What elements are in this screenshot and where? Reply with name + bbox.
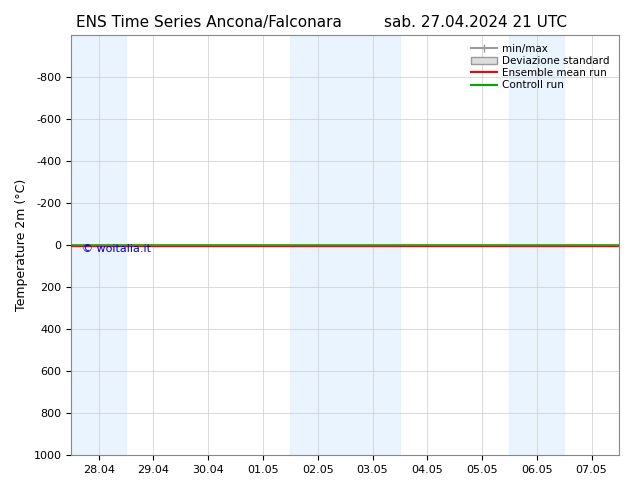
Bar <box>290 35 400 455</box>
Text: ENS Time Series Ancona/Falconara: ENS Time Series Ancona/Falconara <box>76 15 342 30</box>
Legend: min/max, Deviazione standard, Ensemble mean run, Controll run: min/max, Deviazione standard, Ensemble m… <box>467 40 614 95</box>
Text: © woitalia.it: © woitalia.it <box>82 244 152 254</box>
Bar <box>510 35 564 455</box>
Text: sab. 27.04.2024 21 UTC: sab. 27.04.2024 21 UTC <box>384 15 567 30</box>
Y-axis label: Temperature 2m (°C): Temperature 2m (°C) <box>15 179 28 311</box>
Bar <box>71 35 126 455</box>
